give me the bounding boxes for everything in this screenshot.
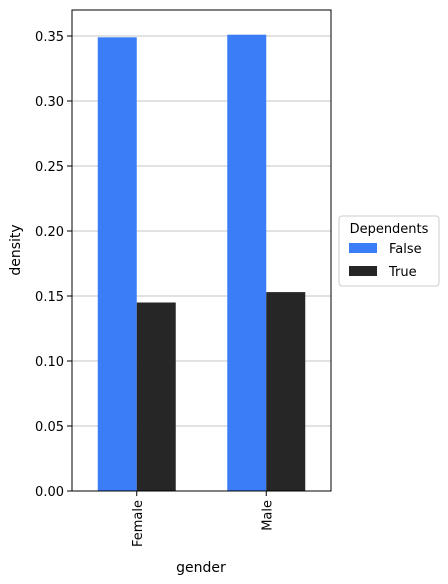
legend: Dependents False True: [338, 215, 440, 287]
bar-female-true: [136, 302, 176, 491]
y-tick-label: 0.35: [35, 30, 64, 45]
plot-frame: [71, 9, 332, 492]
legend-swatch-true: [349, 266, 377, 276]
y-tick-label: 0.15: [35, 290, 64, 305]
x-axis: Female Male: [131, 491, 275, 547]
legend-title: Dependents: [350, 222, 429, 237]
y-axis-label: density: [8, 224, 24, 275]
y-tick-label: 0.05: [35, 420, 64, 435]
bar-female-false: [97, 37, 137, 492]
bar-male-true: [266, 292, 306, 491]
legend-label-false: False: [389, 242, 422, 257]
y-tick-label: 0.10: [35, 355, 64, 370]
x-tick-label: Female: [131, 500, 146, 547]
bars: [97, 34, 306, 492]
bar-male-false: [227, 34, 267, 491]
y-tick-label: 0.25: [35, 160, 64, 175]
x-tick-label: Male: [260, 500, 275, 531]
y-tick-label: 0.20: [35, 225, 64, 240]
legend-swatch-false: [349, 243, 377, 253]
x-axis-label: gender: [176, 560, 226, 576]
legend-label-true: True: [388, 265, 417, 280]
y-tick-label: 0.00: [35, 485, 64, 500]
y-tick-label: 0.30: [35, 95, 64, 110]
y-axis: 0.00 0.05 0.10 0.15 0.20 0.25 0.30 0.35: [35, 30, 72, 500]
